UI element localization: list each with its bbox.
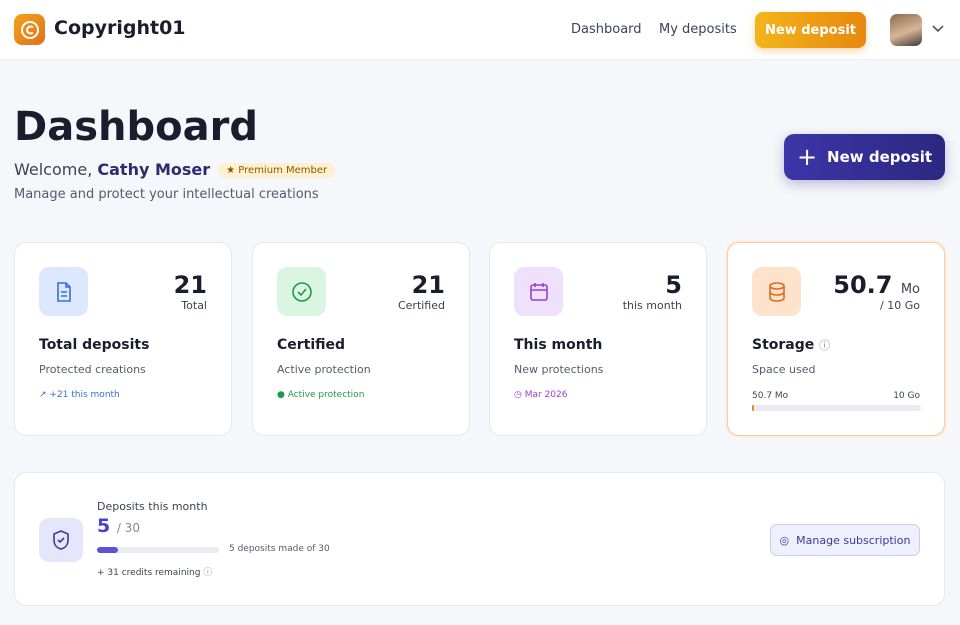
stat-value: 5 <box>665 271 682 299</box>
page-title: Dashboard <box>14 104 258 150</box>
nav-link[interactable]: My deposits <box>659 22 737 37</box>
subtitle: Manage and protect your intellectual cre… <box>14 187 319 202</box>
stat-card: 50.7 Mo / 10 Go Storage ⓘ Space used 50.… <box>727 242 945 436</box>
stat-caption: Total <box>181 299 207 312</box>
shield-icon <box>39 518 83 562</box>
stat-value: 50.7 Mo <box>833 271 920 299</box>
stat-card: 21 Total Total deposits Protected creati… <box>14 242 232 436</box>
footer-text: +21 this month <box>49 390 120 400</box>
manage-button[interactable]: ◎ Manage subscription <box>770 524 920 556</box>
bar-label: 50.7 Mo <box>752 391 789 401</box>
stat-caption: / 10 Go <box>880 299 920 312</box>
credits: + 31 credits remaining ⓘ <box>97 568 213 578</box>
dropdown-icon[interactable] <box>932 25 944 33</box>
stat-value: 21 <box>173 271 207 299</box>
progress-track <box>752 405 921 411</box>
welcome: Welcome, Cathy Moser ★ Premium Member <box>14 160 336 179</box>
progress-track <box>97 547 219 553</box>
button-text: Manage subscription <box>796 533 911 547</box>
stat-card: 5 this month This month New protections … <box>489 242 707 436</box>
welcome-text: Welcome, <box>14 160 93 179</box>
value-unit: Mo <box>900 282 920 297</box>
brand[interactable]: Copyright01 <box>54 17 186 39</box>
stat-caption: Certified <box>397 299 445 312</box>
card-subtitle: Protected creations <box>39 363 146 376</box>
new-deposit-button[interactable]: + New deposit <box>784 134 945 180</box>
progress-fill <box>752 405 754 411</box>
card-footer: ● Active protection <box>277 390 365 400</box>
card-title: Storage ⓘ <box>752 337 831 353</box>
card-title: This month <box>514 337 603 353</box>
header: Copyright01 Dashboard My deposits New de… <box>0 0 960 60</box>
card-title: Certified <box>277 337 346 353</box>
avatar[interactable] <box>890 14 922 46</box>
header-button[interactable]: New deposit <box>755 12 866 48</box>
button-text: New deposit <box>827 148 933 166</box>
progress-fill <box>97 547 118 553</box>
footer-text: Active protection <box>287 390 365 400</box>
value-number: 50.7 <box>833 271 893 299</box>
card-subtitle: Space used <box>752 363 816 376</box>
credits-text: + 31 credits remaining <box>97 568 201 578</box>
card-title: Total deposits <box>39 337 150 353</box>
stat-card: 21 Certified Certified Active protection… <box>252 242 470 436</box>
value-number: 5 <box>97 515 111 537</box>
card-footer: ◷ Mar 2026 <box>514 390 568 400</box>
badge: ★ Premium Member <box>218 163 336 178</box>
nav-link[interactable]: Dashboard <box>571 22 642 37</box>
logo[interactable] <box>14 14 45 45</box>
title-text: Storage <box>752 337 815 353</box>
bar-label: 10 Go <box>893 391 920 401</box>
panel-value: 5 / 30 <box>97 515 140 537</box>
footer-text: Mar 2026 <box>524 390 568 400</box>
card-footer: ↗ +21 this month <box>39 390 120 400</box>
card-subtitle: Active protection <box>277 363 371 376</box>
subscription-panel: Deposits this month 5 / 30 5 deposits ma… <box>14 472 945 606</box>
user-name: Cathy Moser <box>97 160 211 179</box>
stat-caption: this month <box>622 299 682 312</box>
badge-text: Premium Member <box>238 165 328 176</box>
panel-label: Deposits this month <box>97 500 208 513</box>
card-subtitle: New protections <box>514 363 604 376</box>
value-limit: / 30 <box>116 521 140 535</box>
stat-value: 21 <box>411 271 445 299</box>
bar-text: 5 deposits made of 30 <box>229 544 330 554</box>
